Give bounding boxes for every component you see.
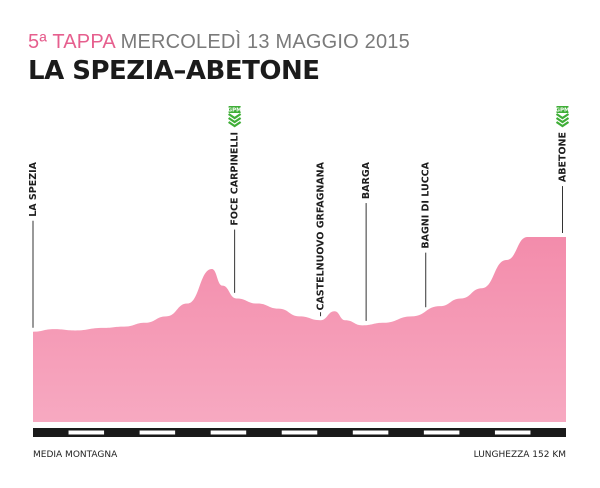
location-label-abetone: ABETONE: [557, 132, 568, 182]
scale-segment: [423, 430, 460, 435]
scale-segment: [352, 430, 389, 435]
location-label-bagni-di-lucca: BAGNI DI LUCCA: [421, 161, 432, 248]
gpm-label: GPM: [555, 108, 569, 114]
gpm-icon: GPM: [555, 106, 570, 128]
scale-segment: [281, 430, 318, 435]
length-label: LUNGHEZZA 152 KM: [474, 450, 566, 460]
profile-area-layer: [33, 237, 566, 422]
gpm-label: GPM: [228, 108, 242, 114]
location-label-la-spezia: LA SPEZIA: [28, 161, 39, 216]
stage-line: 5ª TAPPA MERCOLEDÌ 13 MAGGIO 2015: [28, 30, 410, 54]
stage-number: 5ª TAPPA: [28, 31, 115, 53]
scale-segment: [210, 430, 247, 435]
stage-date: MERCOLEDÌ 13 MAGGIO 2015: [120, 31, 410, 53]
scale-segment: [494, 430, 531, 435]
location-label-barga: BARGA: [361, 161, 372, 199]
gpm-icon: GPM: [228, 106, 242, 128]
difficulty-label: MEDIA MONTAGNA: [33, 450, 118, 460]
location-label-castelnuovo-grfagnana: CASTELNUOVO GRFAGNANA: [316, 161, 327, 310]
distance-scale-bar: [33, 428, 566, 437]
scale-segment: [139, 430, 176, 435]
location-label-foce-carpinelli: FOCE CARPINELLI: [230, 132, 241, 226]
location-markers: LA SPEZIA FOCE CARPINELLI GPM CASTELNUOVO G…: [28, 106, 570, 328]
profile-area: [33, 237, 566, 422]
scale-segment: [68, 430, 105, 435]
stage-header: 5ª TAPPA MERCOLEDÌ 13 MAGGIO 2015 LA SPE…: [28, 30, 410, 86]
route-title: LA SPEZIA–ABETONE: [28, 56, 320, 86]
